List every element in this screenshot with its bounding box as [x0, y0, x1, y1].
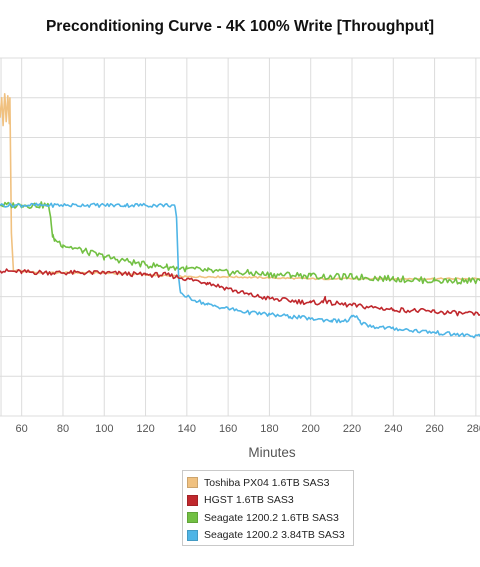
legend: Toshiba PX04 1.6TB SAS3 HGST 1.6TB SAS3 Se… — [182, 470, 354, 546]
series-layer — [0, 93, 480, 339]
series-line-seagate-1200-2-1-6tb-sas3 — [0, 201, 480, 285]
legend-item[interactable]: HGST 1.6TB SAS3 — [187, 492, 353, 510]
legend-label: Toshiba PX04 1.6TB SAS3 — [204, 476, 330, 489]
legend-swatch — [187, 494, 198, 506]
x-tick-label: 120 — [136, 423, 154, 435]
legend-swatch — [187, 477, 198, 489]
grid-layer — [0, 57, 480, 417]
legend-swatch — [187, 512, 198, 524]
series-line-hgst-1-6tb-sas3 — [0, 268, 480, 317]
legend-item[interactable]: Seagate 1200.2 3.84TB SAS3 — [187, 527, 353, 545]
legend-label: Seagate 1200.2 3.84TB SAS3 — [204, 529, 345, 542]
x-tick-label: 180 — [260, 423, 278, 435]
series-line-seagate-1200-2-3-84tb-sas3 — [0, 202, 480, 339]
x-tick-label: 100 — [95, 423, 113, 435]
x-tick-label: 200 — [302, 423, 320, 435]
x-tick-label: 240 — [384, 423, 402, 435]
legend-label: HGST 1.6TB SAS3 — [204, 494, 294, 507]
x-tick-label: 60 — [16, 423, 28, 435]
legend-label: Seagate 1200.2 1.6TB SAS3 — [204, 511, 339, 524]
chart-title: Preconditioning Curve - 4K 100% Write [T… — [45, 18, 435, 35]
x-tick-label: 280 — [467, 423, 480, 435]
x-axis-label: Minutes — [248, 445, 296, 460]
x-tick-label: 80 — [57, 423, 69, 435]
x-tick-label: 260 — [425, 423, 443, 435]
legend-item[interactable]: Toshiba PX04 1.6TB SAS3 — [187, 474, 353, 492]
tick-layer: 60 80 100 120 140 160 180 200 220 240 260 280 — [16, 423, 480, 435]
x-tick-label: 140 — [178, 423, 196, 435]
x-tick-label: 160 — [219, 423, 237, 435]
series-line-toshiba-px04-1-6tb-sas3 — [0, 93, 480, 281]
legend-item[interactable]: Seagate 1200.2 1.6TB SAS3 — [187, 509, 353, 527]
legend-swatch — [187, 529, 198, 541]
x-tick-label: 220 — [343, 423, 361, 435]
